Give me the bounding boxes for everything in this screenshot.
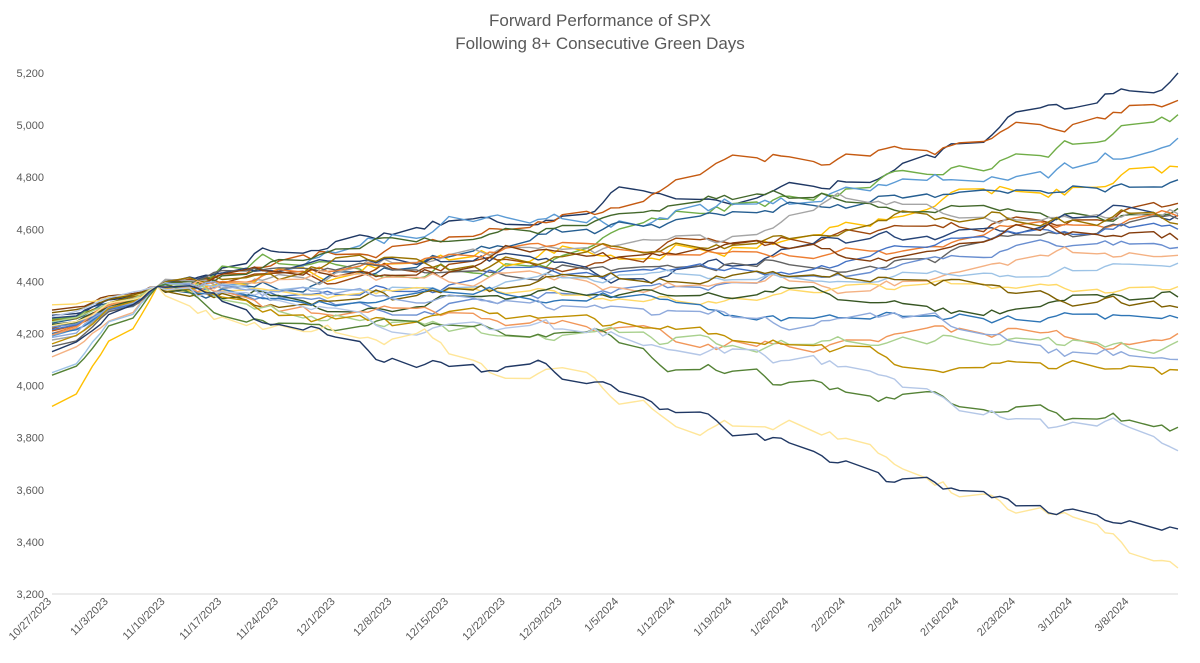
x-tick-label: 2/2/2024 <box>809 596 848 635</box>
series-line <box>51 270 1179 314</box>
x-tick-label: 3/1/2024 <box>1036 596 1075 635</box>
x-tick-label: 12/22/2023 <box>460 596 507 643</box>
x-tick-label: 12/1/2023 <box>295 596 338 639</box>
x-tick-label: 10/27/2023 <box>7 596 54 643</box>
y-tick-label: 4,200 <box>16 329 44 341</box>
series-line <box>51 281 1179 361</box>
series-line <box>51 72 1179 316</box>
chart-title: Forward Performance of SPX <box>488 11 712 30</box>
series-line <box>51 179 1179 324</box>
series-line <box>51 285 1179 375</box>
x-tick-label: 12/15/2023 <box>404 596 451 643</box>
x-tick-label: 2/16/2024 <box>918 596 961 639</box>
series-line <box>51 283 1179 432</box>
x-tick-label: 1/26/2024 <box>748 596 791 639</box>
series-line <box>51 114 1179 320</box>
series-line <box>51 285 1179 335</box>
x-tick-label: 1/12/2024 <box>635 596 678 639</box>
chart-subtitle: Following 8+ Consecutive Green Days <box>455 34 745 53</box>
series-line <box>51 189 1179 327</box>
y-axis: 3,200 3,400 3,600 3,800 4,000 4,200 4,400 4,600… <box>16 68 44 601</box>
series-line <box>51 285 1179 452</box>
series-line <box>51 223 1179 311</box>
series-line <box>51 239 1179 328</box>
series-line <box>51 262 1179 374</box>
series-line <box>51 201 1179 329</box>
series-line <box>51 210 1179 335</box>
series-line <box>51 285 1179 569</box>
x-tick-label: 1/5/2024 <box>582 596 621 635</box>
y-tick-label: 4,000 <box>16 381 44 393</box>
series-line <box>51 285 1179 531</box>
y-tick-label: 4,800 <box>16 172 44 184</box>
x-tick-label: 1/19/2024 <box>691 596 734 639</box>
y-tick-label: 5,000 <box>16 120 44 132</box>
series-layer <box>51 72 1179 569</box>
x-tick-label: 12/8/2023 <box>351 596 394 639</box>
x-axis: 10/27/2023 11/3/2023 11/10/2023 11/17/2023 1… <box>7 593 1178 643</box>
x-tick-label: 11/10/2023 <box>121 596 168 643</box>
y-tick-label: 5,200 <box>16 68 44 80</box>
series-line <box>51 283 1179 354</box>
series-line <box>51 246 1179 358</box>
y-tick-label: 4,400 <box>16 276 44 288</box>
x-tick-label: 11/3/2023 <box>68 596 111 639</box>
y-tick-label: 3,600 <box>16 485 44 497</box>
x-tick-label: 3/8/2024 <box>1093 596 1132 635</box>
x-tick-label: 2/9/2024 <box>866 596 905 635</box>
x-tick-label: 11/24/2023 <box>234 596 281 643</box>
x-tick-label: 2/23/2024 <box>975 596 1018 639</box>
y-tick-label: 4,600 <box>16 224 44 236</box>
y-tick-label: 3,800 <box>16 433 44 445</box>
x-tick-label: 11/17/2023 <box>177 596 224 643</box>
x-tick-label: 12/29/2023 <box>517 596 564 643</box>
y-tick-label: 3,400 <box>16 537 44 549</box>
series-line <box>51 209 1179 322</box>
y-tick-label: 3,200 <box>16 589 44 601</box>
